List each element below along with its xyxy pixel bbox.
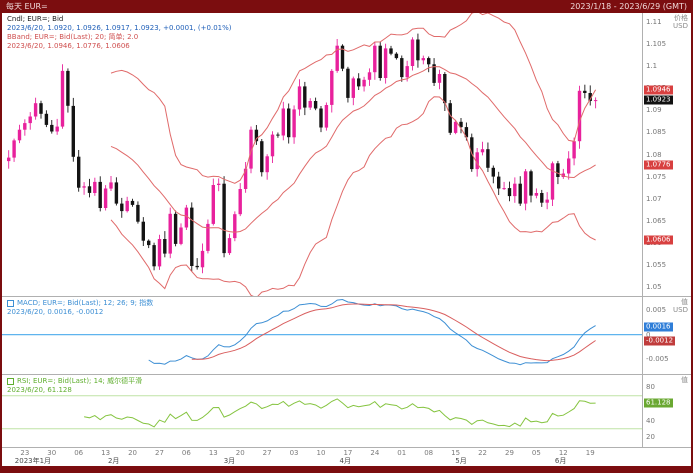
price-tick-label: 1.055	[646, 261, 667, 270]
macd-tick-label: 0.005	[646, 305, 667, 314]
price-panel: Cndl; EUR=; Bid 2023/6/20, 1.0920, 1.092…	[2, 13, 691, 297]
macd-line	[148, 298, 596, 366]
date-tick-label: 03	[289, 449, 299, 457]
title-bar: 每天 EUR= 2023/1/18 - 2023/6/29 (GMT)	[0, 0, 693, 13]
rsi-axis[interactable]: 值 8060402061.128	[642, 375, 691, 447]
price-tick-label: 1.07	[646, 194, 662, 203]
date-tick-label: 13	[101, 449, 111, 457]
month-label: 2月	[107, 457, 120, 465]
bband-value-box: 1.0946	[644, 85, 673, 95]
date-tick-label: 27	[154, 449, 164, 457]
month-label: 6月	[554, 457, 567, 465]
rsi-value-box: 61.128	[644, 398, 673, 408]
bollinger-lower-line	[110, 96, 596, 296]
date-tick-label: 24	[370, 449, 380, 457]
date-tick-label: 06	[74, 449, 84, 457]
month-label: 5月	[455, 457, 467, 465]
rsi-axis-title: 值	[681, 376, 688, 384]
macd-plot[interactable]: MACD; EUR=; Bid(Last); 12; 26; 9; 指数 202…	[2, 297, 642, 374]
rsi-plot[interactable]: RSI; EUR=; Bid(Last); 14; 威尔德平滑 2023/6/2…	[2, 375, 642, 447]
date-axis[interactable]: 23 30 06 13 20 27 06 13 20 27 03 10 17 24 01 08 15 22 29 05…	[2, 448, 642, 466]
price-tick-label: 1.08	[646, 150, 662, 159]
date-tick-label: 13	[208, 449, 218, 457]
date-tick-label: 06	[181, 449, 191, 457]
date-tick-label: 17	[343, 449, 353, 457]
date-tick-label: 19	[585, 449, 595, 457]
macd-tick-label: 0	[646, 330, 651, 339]
rsi-chart[interactable]	[2, 375, 642, 447]
last-price-box: 1.0923	[644, 95, 673, 105]
price-tick-label: 1.105	[646, 39, 667, 48]
price-tick-label: 1.065	[646, 216, 667, 225]
month-label: 3月	[223, 457, 236, 465]
price-tick-label: 1.09	[646, 106, 662, 115]
month-label: 2023年1月	[14, 457, 52, 465]
bband-value-box: 1.0776	[644, 160, 673, 170]
macd-axis[interactable]: 值 USD 0.005 0 -0.005 0.0016 -0.0012	[642, 297, 691, 374]
price-tick-label: 1.1	[646, 62, 658, 71]
date-tick-label: 08	[424, 449, 434, 457]
date-range-label: 2023/1/18 - 2023/6/29 (GMT)	[570, 2, 687, 11]
macd-tick-label: -0.005	[646, 355, 669, 364]
price-axis-title-text: 价格	[674, 14, 688, 22]
date-tick-label: 20	[128, 449, 137, 457]
macd-signal-box: -0.0012	[644, 336, 676, 345]
price-axis[interactable]: 价格 USD 1.111.1051.11.0951.091.0851.081.0…	[642, 13, 691, 296]
bollinger-upper-line	[110, 13, 597, 184]
price-axis-title: 价格 USD	[673, 14, 688, 30]
rsi-axis-title-text: 值	[681, 376, 688, 384]
date-tick-label: 22	[478, 449, 487, 457]
rsi-tick-label: 80	[646, 383, 655, 392]
date-tick-label: 10	[316, 449, 326, 457]
macd-axis-title-text: 值	[681, 298, 688, 306]
date-tick-label: 30	[47, 449, 57, 457]
date-tick-label: 12	[558, 449, 568, 457]
candlestick-chart[interactable]	[2, 13, 642, 296]
date-tick-label: 20	[235, 449, 245, 457]
date-tick-label: 15	[451, 449, 461, 457]
rsi-panel: RSI; EUR=; Bid(Last); 14; 威尔德平滑 2023/6/2…	[2, 375, 691, 448]
month-label: 4月	[339, 457, 351, 465]
price-tick-label: 1.05	[646, 283, 662, 292]
price-axis-unit: USD	[673, 22, 688, 30]
rsi-tick-label: 40	[646, 416, 655, 425]
macd-value-box: 0.0016	[644, 322, 673, 332]
rsi-line	[84, 398, 596, 428]
date-tick-label: 23	[20, 449, 30, 457]
date-tick-label: 05	[531, 449, 541, 457]
chart-area: Cndl; EUR=; Bid 2023/6/20, 1.0920, 1.092…	[2, 13, 691, 466]
date-tick-label: 27	[262, 449, 272, 457]
price-tick-label: 1.11	[646, 17, 662, 26]
macd-axis-title: 值 USD	[673, 298, 688, 314]
price-plot[interactable]: Cndl; EUR=; Bid 2023/6/20, 1.0920, 1.092…	[2, 13, 642, 296]
date-tick-label: 29	[504, 449, 514, 457]
bband-value-box: 1.0606	[644, 235, 673, 245]
macd-signal-line	[191, 303, 596, 362]
candles	[7, 33, 598, 274]
macd-chart[interactable]	[2, 297, 642, 374]
bollinger-middle-line	[110, 66, 596, 233]
price-tick-label: 1.075	[646, 172, 667, 181]
rsi-tick-label: 20	[646, 433, 655, 442]
date-tick-label: 01	[397, 449, 407, 457]
price-tick-label: 1.085	[646, 128, 667, 137]
instrument-interval-title[interactable]: 每天 EUR=	[6, 2, 48, 11]
macd-panel: MACD; EUR=; Bid(Last); 12; 26; 9; 指数 202…	[2, 297, 691, 375]
macd-axis-unit: USD	[673, 306, 688, 314]
